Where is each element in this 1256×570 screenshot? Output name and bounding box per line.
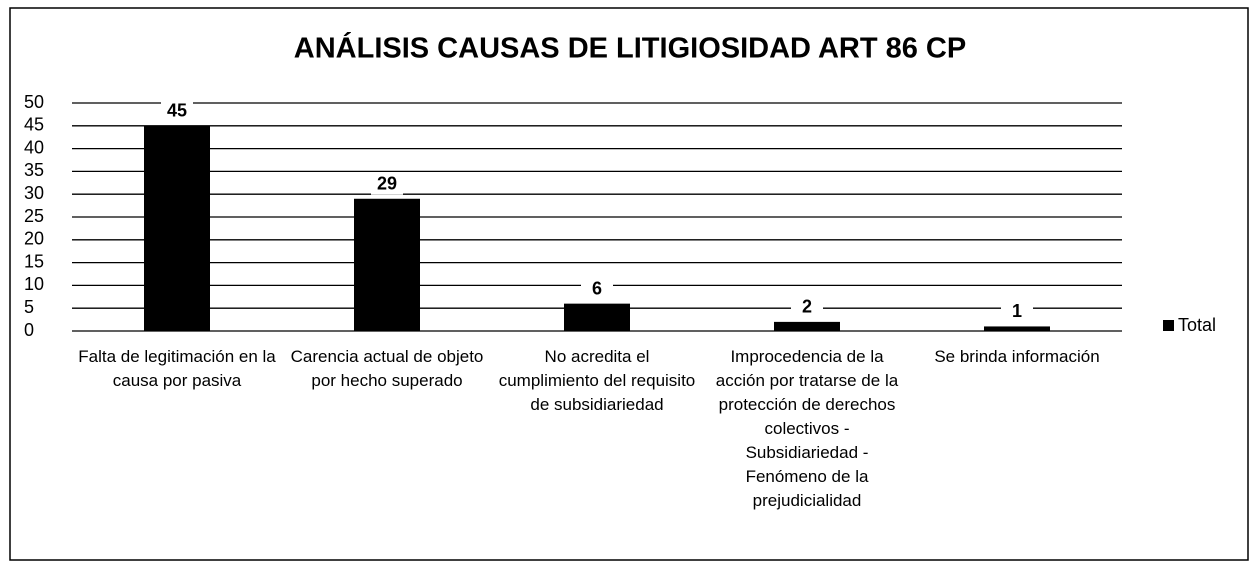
y-tick-label: 20 (24, 229, 44, 249)
x-tick-label: No acredita el cumplimiento del requisit… (498, 347, 696, 414)
y-tick-label: 45 (24, 115, 44, 135)
bar (354, 198, 420, 331)
data-label-bg (371, 174, 403, 195)
chart-frame (9, 7, 1249, 561)
y-tick-label: 25 (24, 206, 44, 226)
data-label: 29 (377, 174, 397, 194)
data-label: 45 (167, 101, 187, 121)
legend-label: Total (1178, 315, 1216, 335)
bar (564, 303, 630, 331)
bar (144, 125, 210, 331)
bar (774, 321, 840, 331)
y-tick-label: 10 (24, 274, 44, 294)
x-tick-label: Falta de legitimación en la causa por pa… (78, 347, 276, 390)
data-label: 6 (592, 278, 602, 298)
data-label-bg (581, 279, 613, 300)
chart-title: ANÁLISIS CAUSAS DE LITIGIOSIDAD ART 86 C… (294, 31, 966, 65)
y-tick-label: 50 (24, 92, 44, 112)
y-tick-label: 15 (24, 251, 44, 271)
y-tick-label: 5 (24, 297, 34, 317)
data-label-bg (1001, 302, 1033, 323)
data-label: 1 (1012, 301, 1022, 321)
data-label: 2 (802, 297, 812, 317)
y-tick-label: 35 (24, 160, 44, 180)
data-label-bg (791, 297, 823, 318)
y-tick-label: 40 (24, 137, 44, 157)
legend-swatch (1163, 320, 1174, 331)
bar (984, 326, 1050, 331)
x-tick-label: Se brinda información (934, 347, 1100, 366)
x-tick-label: Improcedencia de la acción por tratarse … (715, 347, 899, 510)
y-tick-label: 0 (24, 320, 34, 340)
y-tick-label: 30 (24, 183, 44, 203)
data-label-bg (161, 101, 193, 122)
x-tick-label: Carencia actual de objeto por hecho supe… (290, 347, 484, 390)
